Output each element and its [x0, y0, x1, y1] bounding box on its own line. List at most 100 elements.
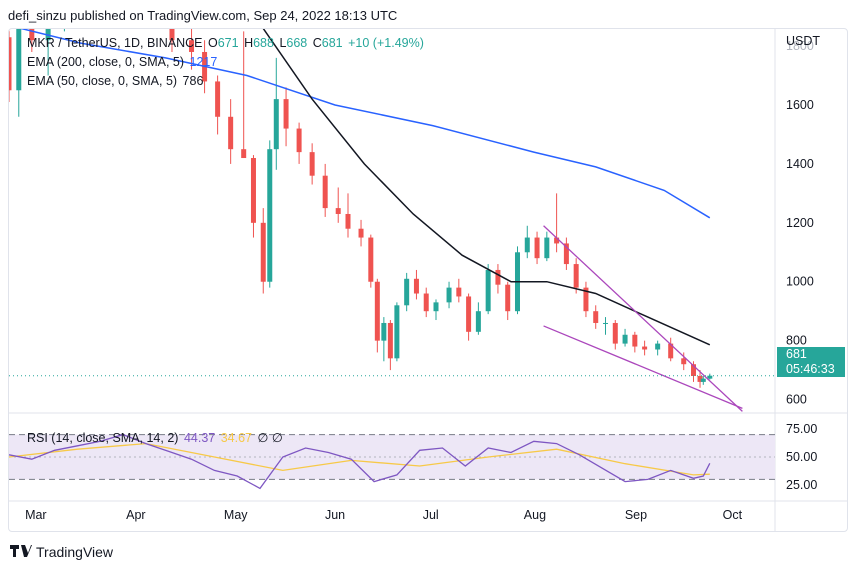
- candle-body: [335, 208, 341, 214]
- ema50-label[interactable]: EMA (50, close, 0, SMA, 5): [27, 74, 178, 88]
- ema200-value: 1217: [189, 55, 218, 69]
- time-tick-label: Jun: [325, 508, 345, 522]
- candle-body: [387, 322, 393, 359]
- candle-body: [681, 358, 687, 365]
- rsi-legend[interactable]: RSI (14, close, SMA, 14, 2) 44.37 34.67 …: [27, 430, 283, 445]
- axis-currency-label: USDT: [786, 34, 820, 48]
- candle-body: [16, 29, 22, 91]
- candle-body: [603, 322, 609, 324]
- candle-body: [475, 311, 481, 332]
- current-price: 681: [786, 347, 807, 361]
- candle-body: [345, 213, 351, 229]
- ema50-legend[interactable]: EMA (50, close, 0, SMA, 5) 786: [27, 74, 203, 88]
- ema200-label[interactable]: EMA (200, close, 0, SMA, 5): [27, 55, 185, 69]
- candle-body: [668, 343, 674, 359]
- high-label: H: [244, 36, 254, 50]
- candle-body: [322, 175, 328, 209]
- price-tick-label: 1000: [786, 275, 814, 289]
- rsi-value: 44.37: [183, 431, 216, 445]
- candle-body: [260, 222, 266, 282]
- candle-body: [563, 243, 569, 265]
- open-label: O: [208, 36, 218, 50]
- candle-body: [573, 264, 579, 288]
- candle-body: [169, 29, 175, 41]
- rsi-extra: ∅ ∅: [257, 431, 283, 445]
- time-tick-label: May: [224, 508, 248, 522]
- rsi-line: [9, 433, 711, 490]
- rsi-tick-label: 75.00: [786, 422, 817, 436]
- candle-body: [446, 287, 452, 303]
- candle-body: [655, 343, 661, 350]
- rsi-tick-label: 25.00: [786, 478, 817, 492]
- price-tick-label: 600: [786, 393, 807, 407]
- rsi-sma-value: 34.67: [220, 431, 252, 445]
- low-label: L: [279, 36, 287, 50]
- candle-body: [707, 375, 713, 379]
- candle-body: [583, 287, 589, 312]
- wedge-lower-line: [543, 325, 743, 410]
- candle-body: [283, 99, 289, 129]
- price-tick-label: 1600: [786, 98, 814, 112]
- candle-body: [700, 378, 706, 382]
- candle-body: [394, 305, 400, 359]
- candle-body: [358, 228, 364, 238]
- tradingview-logo-icon: [10, 544, 32, 560]
- price-tick-label: 1200: [786, 216, 814, 230]
- candle-body: [273, 99, 279, 150]
- published-header: defi_sinzu published on TradingView.com,…: [8, 8, 398, 23]
- candle-body: [524, 237, 530, 253]
- time-tick-label: Jul: [423, 508, 439, 522]
- tradingview-brand: TradingView: [36, 544, 114, 560]
- candle-body: [612, 322, 618, 344]
- chart-panel[interactable]: 600 800 1000 1200 1400 1600 1800 75.00 50.00 25.0…: [8, 28, 848, 532]
- candle-body: [241, 149, 247, 159]
- ema200-line: [20, 29, 711, 219]
- time-tick-label: Oct: [723, 508, 743, 522]
- candle-body: [485, 269, 491, 312]
- time-tick-label: Apr: [126, 508, 145, 522]
- candle-body: [505, 284, 511, 312]
- rsi-label[interactable]: RSI (14, close, SMA, 14, 2): [27, 431, 179, 445]
- close-value: 681: [321, 36, 343, 50]
- price-tick-label: 800: [786, 334, 807, 348]
- candle-body: [534, 237, 540, 259]
- candle-body: [215, 81, 221, 117]
- time-tick-label: Aug: [524, 508, 546, 522]
- candle-body: [9, 37, 12, 91]
- candle-body: [228, 116, 234, 150]
- rsi-tick-label: 50.00: [786, 450, 817, 464]
- candle-body: [29, 29, 35, 41]
- close-label: C: [312, 36, 322, 50]
- ema200-legend[interactable]: EMA (200, close, 0, SMA, 5) 1217: [27, 55, 217, 69]
- candle-body: [368, 237, 374, 282]
- candle-body: [642, 346, 648, 350]
- candle-body: [433, 302, 439, 312]
- candle-body: [697, 376, 703, 382]
- symbol-label[interactable]: MKR / TetherUS, 1D, BINANCE: [27, 36, 203, 50]
- candle-body: [466, 296, 472, 332]
- candle-body: [632, 334, 638, 347]
- candle-body: [593, 311, 599, 323]
- candle-body: [189, 40, 195, 52]
- ema50-value: 786: [182, 74, 204, 88]
- time-tick-label: Mar: [25, 508, 47, 522]
- candle-body: [413, 278, 419, 294]
- open-value: 671: [217, 36, 239, 50]
- price-tick-label-partial: 1800: [786, 39, 814, 53]
- low-value: 668: [286, 36, 308, 50]
- candle-body: [309, 152, 315, 176]
- candle-body: [456, 287, 462, 297]
- price-chart[interactable]: 600 800 1000 1200 1400 1600 1800 75.00 50.00 25.0…: [9, 29, 847, 531]
- rsi-band: [9, 434, 775, 480]
- symbol-legend[interactable]: MKR / TetherUS, 1D, BINANCE O671 H688 L6…: [27, 36, 424, 50]
- price-tick-label: 1400: [786, 157, 814, 171]
- wedge-upper-line: [543, 225, 743, 412]
- candle-body: [622, 334, 628, 344]
- candle-body: [423, 293, 429, 312]
- tradingview-logo[interactable]: TradingView: [10, 544, 113, 560]
- candle-body: [554, 237, 560, 244]
- change-value: +10 (+1.49%): [348, 36, 424, 50]
- ema50-line: [262, 29, 711, 346]
- candle-body: [250, 158, 256, 223]
- time-tick-label: Sep: [625, 508, 647, 522]
